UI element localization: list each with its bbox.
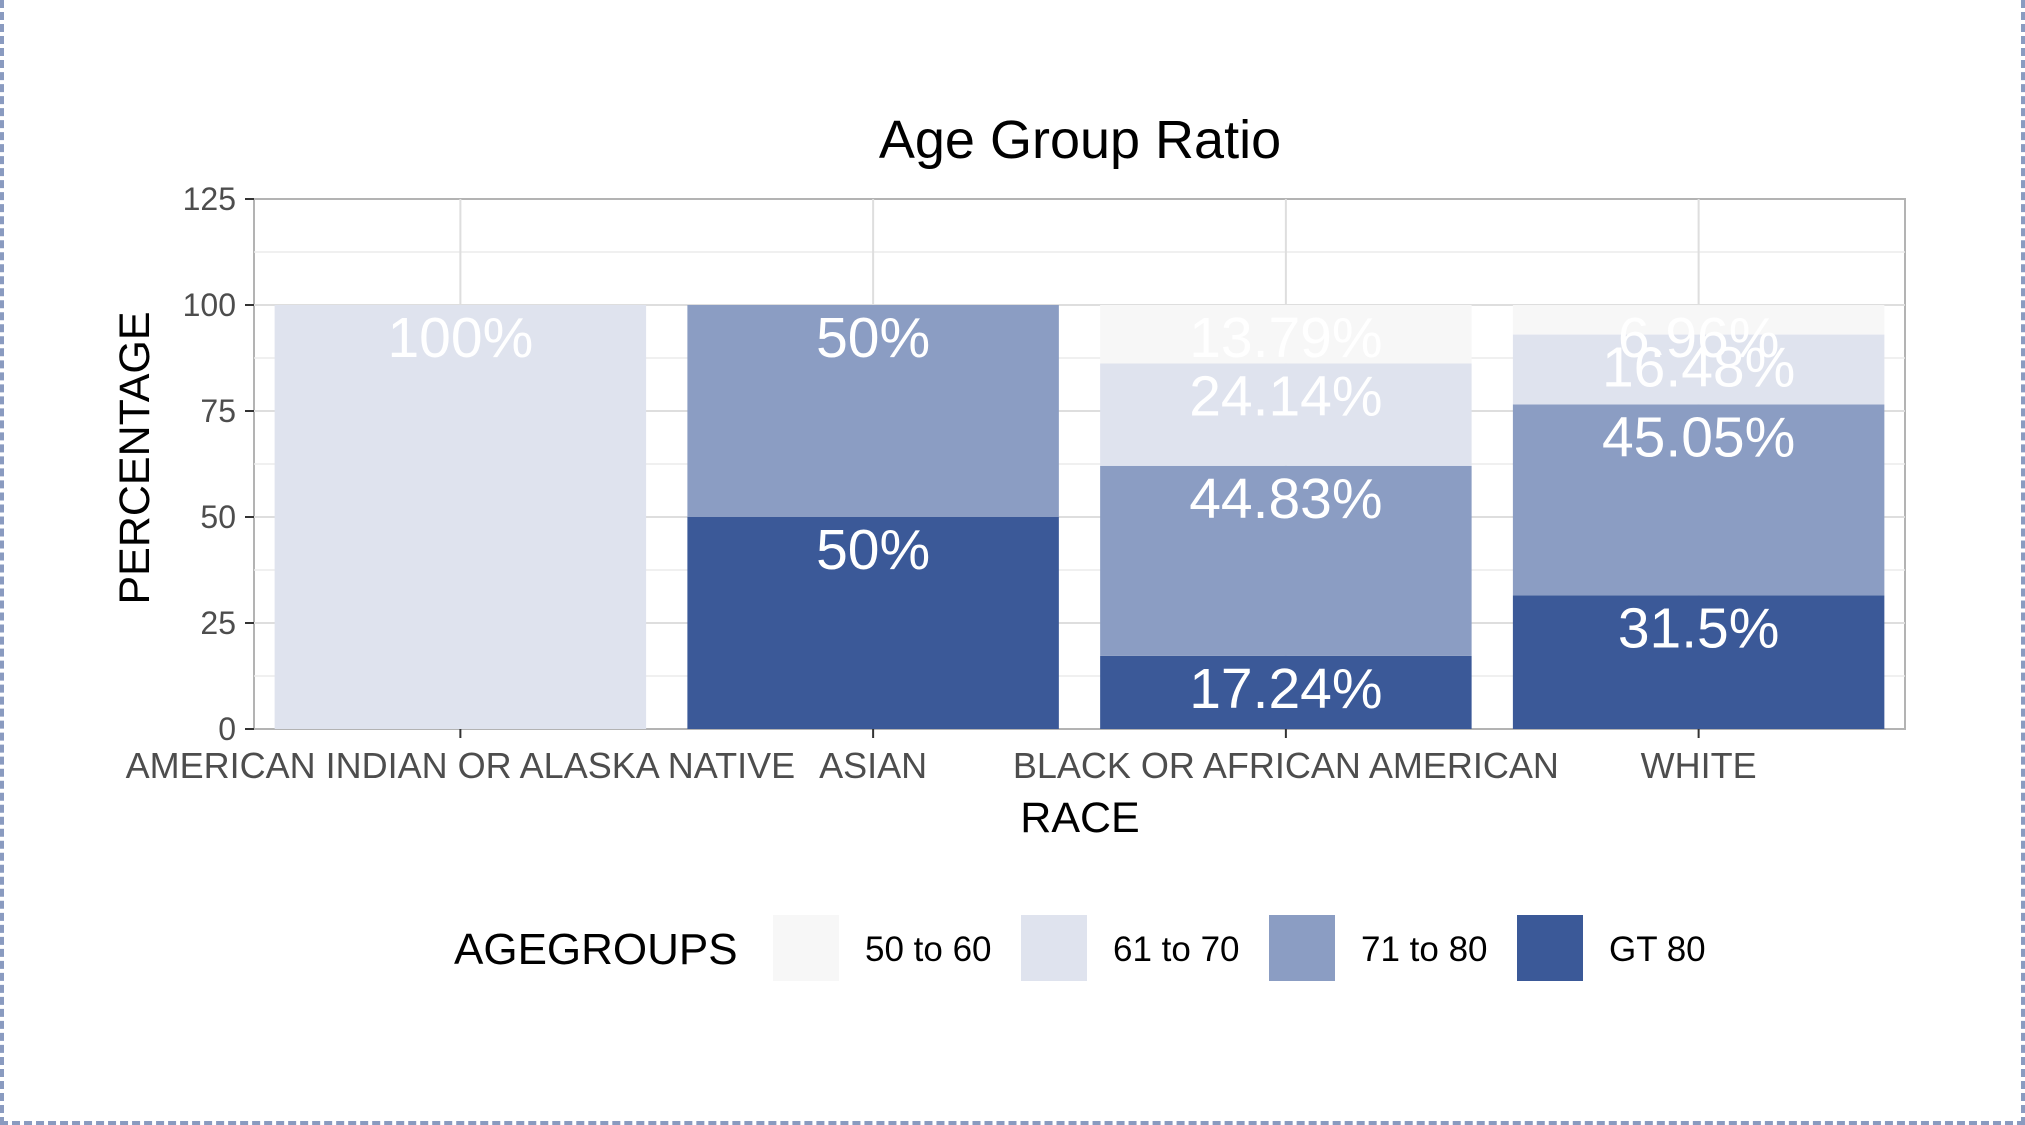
data-label-gt-80-black-or-african-american: 17.24% bbox=[1189, 657, 1382, 721]
legend-key-50-to-60 bbox=[773, 915, 839, 981]
x-tick-label-asian: ASIAN bbox=[819, 745, 927, 786]
chart-title: Age Group Ratio bbox=[879, 110, 1281, 170]
data-label-gt-80-asian: 50% bbox=[816, 518, 930, 582]
legend-key-gt-80 bbox=[1517, 915, 1583, 981]
data-label-71-to-80-white: 45.05% bbox=[1602, 405, 1795, 469]
x-tick-label-american-indian-or-alaska-native: AMERICAN INDIAN OR ALASKA NATIVE bbox=[126, 745, 796, 786]
y-axis-ticks: 0 25 50 75 100 125 bbox=[183, 181, 254, 747]
data-label-gt-80-white: 31.5% bbox=[1618, 596, 1780, 660]
legend-key-71-to-80 bbox=[1269, 915, 1335, 981]
data-label-50-to-60-white: 6.96% bbox=[1618, 306, 1780, 370]
bar-61-to-70-american-indian-or-alaska-native bbox=[274, 305, 647, 729]
y-tick-label: 125 bbox=[183, 181, 236, 217]
data-label-50-to-60-black-or-african-american: 13.79% bbox=[1189, 306, 1382, 370]
bar-71-to-80-black-or-african-american bbox=[1100, 465, 1472, 656]
y-tick-label: 25 bbox=[200, 605, 236, 641]
legend: 50 to 60 61 to 70 71 to 80 GT 80 bbox=[773, 915, 1706, 981]
data-label-71-to-80-black-or-african-american: 44.83% bbox=[1189, 467, 1382, 531]
data-label-61-to-70-white: 16.48% bbox=[1602, 336, 1795, 400]
bar-gt-80-asian bbox=[687, 517, 1059, 729]
data-label-61-to-70-american-indian-or-alaska-native: 100% bbox=[387, 306, 533, 370]
bar-50-to-60-black-or-african-american bbox=[1100, 305, 1472, 364]
bars bbox=[274, 305, 1885, 729]
x-tick-label-white: WHITE bbox=[1641, 745, 1757, 786]
legend-label-71-to-80: 71 to 80 bbox=[1361, 930, 1488, 969]
x-tick-label-black-or-african-american: BLACK OR AFRICAN AMERICAN bbox=[1013, 745, 1559, 786]
y-tick-label: 50 bbox=[200, 499, 236, 535]
bar-gt-80-white bbox=[1512, 595, 1885, 729]
bar-71-to-80-white bbox=[1512, 404, 1885, 596]
y-tick-label: 100 bbox=[183, 287, 236, 323]
legend-title: AGEGROUPS bbox=[454, 925, 738, 974]
data-label-71-to-80-asian: 50% bbox=[816, 306, 930, 370]
bar-61-to-70-white bbox=[1512, 334, 1885, 405]
y-tick-label: 75 bbox=[200, 393, 236, 429]
segment-labels: 100% 50% 50% 17.24% 44.83% 24.14%13.79% 31.5% 4… bbox=[387, 306, 1795, 721]
bar-61-to-70-black-or-african-american bbox=[1100, 363, 1472, 466]
legend-label-gt-80: GT 80 bbox=[1609, 930, 1706, 969]
legend-label-61-to-70: 61 to 70 bbox=[1113, 930, 1240, 969]
y-tick-label: 0 bbox=[218, 711, 236, 747]
y-axis-title: PERCENTAGE bbox=[111, 311, 159, 604]
legend-label-50-to-60: 50 to 60 bbox=[865, 930, 992, 969]
x-axis-title: RACE bbox=[1020, 794, 1139, 842]
legend-key-61-to-70 bbox=[1021, 915, 1087, 981]
data-label-61-to-70-black-or-african-american: 24.14% bbox=[1189, 364, 1382, 428]
bar-71-to-80-asian bbox=[687, 305, 1059, 517]
x-axis-ticks: AMERICAN INDIAN OR ALASKA NATIVE ASIAN BLA… bbox=[126, 729, 1757, 786]
bar-50-to-60-white bbox=[1512, 305, 1885, 335]
bar-gt-80-black-or-african-american bbox=[1100, 655, 1472, 729]
